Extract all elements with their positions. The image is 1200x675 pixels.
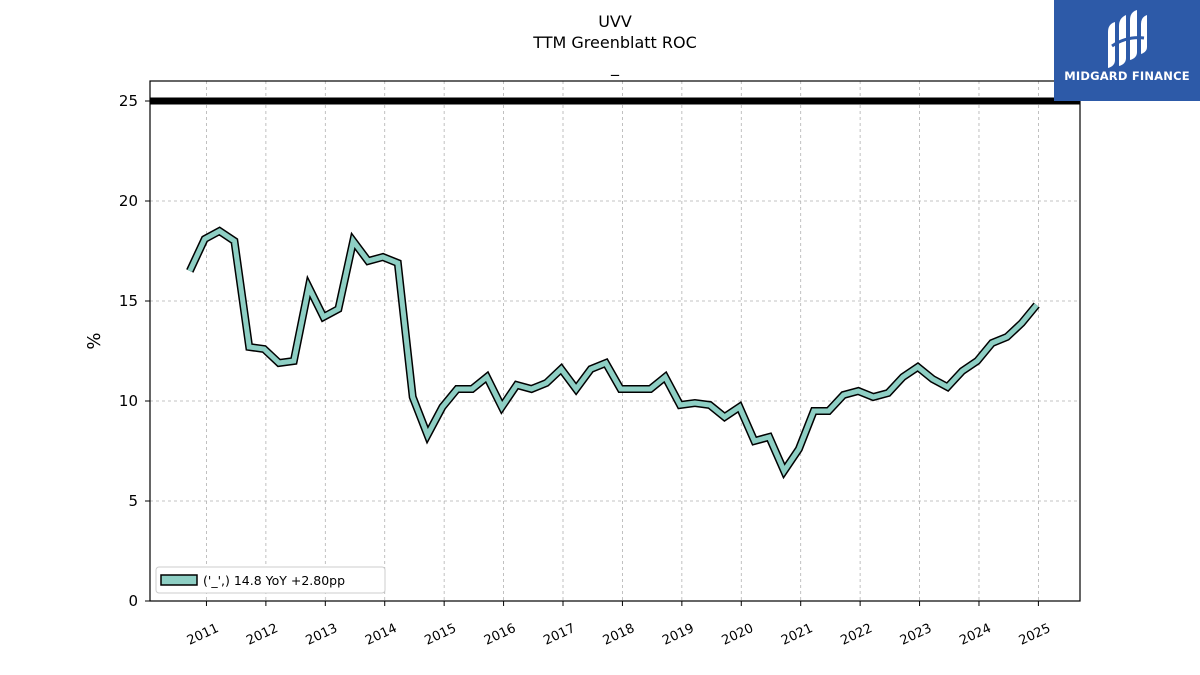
x-tick-label: 2021 xyxy=(779,621,815,649)
y-axis-label: % xyxy=(84,332,105,349)
chart-titles: UVV TTM Greenblatt ROC _ xyxy=(532,12,697,77)
plot-frame xyxy=(149,80,1081,602)
x-tick-label: 2012 xyxy=(244,621,280,649)
x-tick-label: 2014 xyxy=(363,621,399,649)
x-tick-label: 2023 xyxy=(898,621,934,649)
x-tick-label: 2024 xyxy=(957,621,993,649)
y-tick-label: 20 xyxy=(119,192,138,210)
x-tick-label: 2011 xyxy=(185,621,221,649)
y-axis: 0 5 10 15 20 25 xyxy=(119,92,150,610)
x-tick-label: 2022 xyxy=(838,621,874,649)
y-tick-label: 0 xyxy=(128,592,138,610)
x-axis: 2011 2012 2013 2014 2015 2016 2017 2018 2019 2020… xyxy=(185,601,1053,649)
x-tick-label: 2018 xyxy=(601,621,637,649)
x-tick-label: 2025 xyxy=(1017,621,1053,649)
brand-mark-icon xyxy=(1108,10,1147,68)
brand-name: MIDGARD FINANCE xyxy=(1064,69,1190,83)
y-tick-label: 10 xyxy=(119,392,138,410)
legend-box xyxy=(155,566,386,594)
y-tick-label: 5 xyxy=(128,492,138,510)
chart-title: UVV xyxy=(598,12,632,31)
x-tick-label: 2013 xyxy=(304,621,340,649)
y-tick-label: 25 xyxy=(119,92,138,110)
chart-subtitle: TTM Greenblatt ROC xyxy=(532,33,697,52)
x-tick-label: 2016 xyxy=(482,621,518,649)
series-line-outline xyxy=(186,226,1040,480)
x-tick-label: 2019 xyxy=(660,621,696,649)
legend-swatch xyxy=(160,574,198,586)
x-tick-label: 2020 xyxy=(720,621,756,649)
grid xyxy=(150,81,1080,602)
chart-subtitle-underscore: _ xyxy=(610,57,620,77)
legend: ('_',) 14.8 YoY +2.80pp xyxy=(155,566,386,594)
x-tick-label: 2015 xyxy=(423,621,459,649)
x-tick-label: 2017 xyxy=(541,621,577,649)
brand-logo: MIDGARD FINANCE xyxy=(1054,0,1200,101)
series-line xyxy=(187,228,1039,477)
legend-label: ('_',) 14.8 YoY +2.80pp xyxy=(203,573,345,588)
plot-area xyxy=(150,97,1080,480)
y-tick-label: 15 xyxy=(119,292,138,310)
